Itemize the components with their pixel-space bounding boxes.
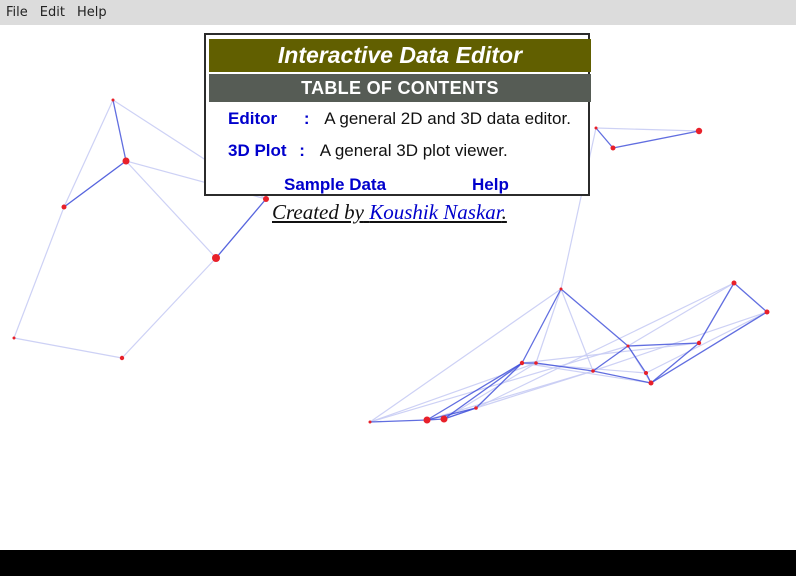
network-edge: [521, 288, 562, 364]
author-link[interactable]: Koushik Naskar: [369, 200, 502, 224]
row-separator: :: [303, 109, 310, 128]
network-edge: [215, 198, 267, 259]
network-node: [368, 420, 372, 424]
toc-row-3d-plot: 3D Plot : A general 3D plot viewer.: [228, 141, 508, 161]
network-node: [559, 287, 563, 291]
network-edge: [535, 362, 594, 372]
network-edge: [535, 288, 562, 364]
network-node: [61, 204, 67, 210]
help-link[interactable]: Help: [472, 175, 509, 194]
network-edge: [475, 282, 735, 409]
network-node: [534, 361, 538, 365]
row-description: A general 3D plot viewer.: [319, 141, 508, 160]
network-node: [626, 344, 630, 348]
network-edge: [13, 337, 123, 359]
network-node: [119, 355, 125, 361]
bottom-bar: [0, 550, 796, 576]
menu-edit[interactable]: Edit: [39, 5, 65, 20]
network-node: [111, 98, 115, 102]
network-edge: [612, 130, 700, 149]
network-edge: [595, 127, 614, 149]
credit-line: Created by Koushik Naskar.: [272, 200, 507, 225]
network-node: [594, 126, 598, 130]
menu-help[interactable]: Help: [76, 5, 107, 20]
network-edge: [521, 342, 700, 364]
network-node: [764, 309, 770, 315]
network-node: [644, 371, 648, 375]
network-node: [696, 340, 702, 346]
3d-plot-link[interactable]: 3D Plot: [228, 141, 287, 160]
network-edge: [521, 362, 647, 374]
network-node: [648, 380, 654, 386]
network-edge: [733, 282, 768, 313]
network-edge: [475, 370, 594, 409]
network-edge: [627, 282, 735, 347]
network-node: [731, 280, 737, 286]
network-node: [423, 416, 431, 424]
row-description: A general 2D and 3D data editor.: [324, 109, 571, 128]
sample-data-link[interactable]: Sample Data: [284, 175, 387, 194]
network-edge: [443, 362, 537, 420]
network-edge: [112, 99, 127, 162]
credit-prefix: Created by: [272, 200, 364, 224]
credit-suffix: .: [501, 200, 507, 224]
menu-file[interactable]: File: [6, 5, 28, 20]
menu-bar: File Edit Help: [0, 0, 796, 25]
network-edge: [426, 362, 523, 421]
network-node: [610, 145, 616, 151]
toc-row-editor: Editor : A general 2D and 3D data editor…: [228, 109, 571, 129]
network-edge: [369, 288, 562, 423]
network-edge: [560, 127, 597, 290]
app-title: Interactive Data Editor: [209, 39, 591, 72]
network-node: [122, 157, 130, 165]
network-edge: [592, 370, 652, 384]
network-node: [263, 196, 269, 202]
network-edge: [592, 311, 768, 372]
network-edge: [650, 342, 700, 384]
network-node: [519, 360, 525, 366]
network-node: [591, 369, 595, 373]
network-edge: [650, 311, 768, 384]
network-edge: [627, 345, 647, 374]
network-edge: [595, 127, 700, 132]
network-edge: [13, 206, 65, 339]
network-edge: [443, 362, 523, 420]
network-edge: [63, 160, 127, 208]
row-separator: :: [299, 141, 305, 160]
network-edge: [125, 160, 217, 259]
network-edge: [369, 345, 629, 423]
network-edge: [63, 99, 114, 208]
network-edge: [698, 282, 735, 344]
network-node: [695, 127, 703, 135]
background-network-graphic: [12, 98, 770, 424]
network-edge: [645, 311, 768, 374]
network-node: [12, 336, 16, 340]
network-edge: [121, 257, 217, 359]
network-edge: [560, 288, 629, 347]
network-edge: [592, 345, 629, 372]
toc-heading: TABLE OF CONTENTS: [209, 74, 591, 102]
network-node: [440, 415, 448, 423]
editor-link[interactable]: Editor: [228, 109, 278, 128]
network-edge: [369, 419, 428, 423]
network-node: [474, 406, 478, 410]
table-of-contents-panel: Interactive Data Editor TABLE OF CONTENT…: [204, 33, 591, 196]
network-edge: [475, 362, 523, 409]
network-edge: [627, 342, 700, 347]
network-node: [212, 254, 220, 262]
